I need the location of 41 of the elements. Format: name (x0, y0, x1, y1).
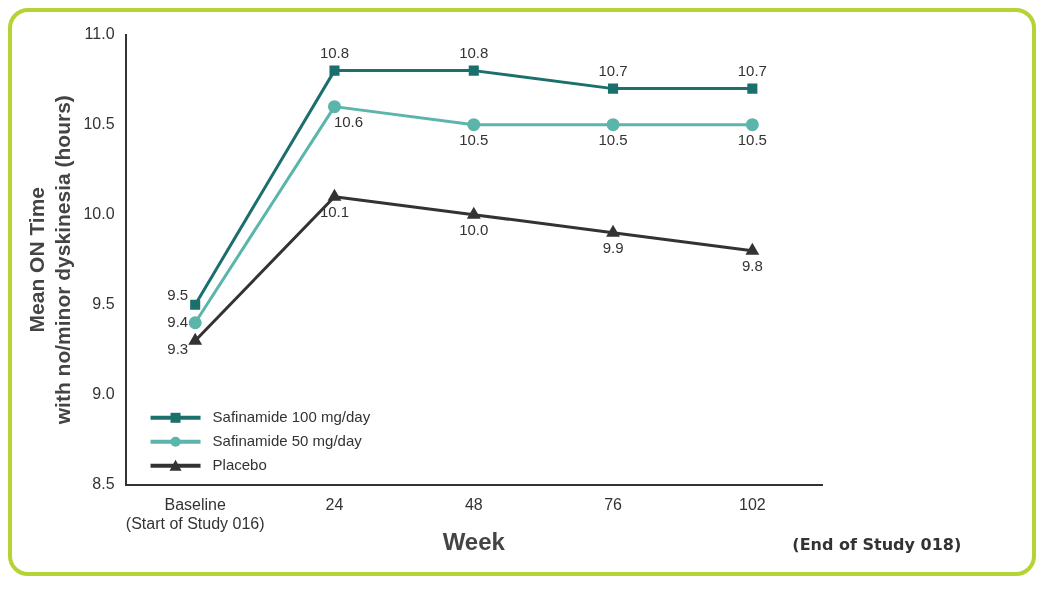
x-tick-label: 76 (604, 495, 623, 513)
x-tick-label: 102 (739, 495, 766, 513)
y-tick-label: 8.5 (92, 475, 115, 493)
text: (End of Study 018) (792, 535, 962, 555)
y-axis-title: Mean ON Time with no/minor dyskinesia (hours) (25, 95, 74, 426)
x-tick-label: 24 (325, 495, 344, 513)
point (608, 83, 619, 94)
data-label: 10.8 (319, 44, 350, 62)
data-label: 9.5 (167, 285, 189, 303)
point (467, 118, 481, 132)
x-axis-title: Week (442, 528, 506, 556)
legend-label: Placebo (212, 455, 267, 473)
data-label: 10.0 (459, 221, 489, 239)
point (606, 118, 620, 132)
point (190, 299, 201, 310)
data-label: 10.5 (737, 131, 767, 149)
legend-label: Safinamide 100 mg/day (212, 407, 371, 425)
data-label: 10.6 (333, 113, 364, 131)
point (327, 100, 341, 114)
point (468, 65, 479, 76)
point (747, 83, 758, 94)
data-label: 9.3 (167, 339, 189, 357)
data-label: 9.4 (167, 312, 189, 330)
y-tick-label: 10.0 (83, 205, 115, 223)
data-label: 10.8 (459, 44, 489, 62)
point (745, 118, 759, 132)
x-tick-label: 48 (464, 495, 483, 513)
legend-label: Safinamide 50 mg/day (212, 431, 363, 449)
data-label: 10.7 (598, 62, 628, 80)
y-tick-label: 10.5 (83, 115, 115, 133)
data-label: 10.7 (737, 62, 767, 80)
data-label: 9.9 (602, 239, 624, 257)
data-label: 9.8 (741, 257, 763, 275)
y-tick-label: 9.5 (92, 295, 115, 313)
y-tick-label: 9.0 (92, 385, 115, 403)
data-label: 10.5 (598, 131, 628, 149)
data-label: 10.5 (459, 131, 489, 149)
x-tick-label: Baseline (Start of Study 016) (125, 495, 265, 533)
point (329, 65, 340, 76)
y-tick-label: 11.0 (84, 25, 115, 43)
point (188, 316, 202, 330)
